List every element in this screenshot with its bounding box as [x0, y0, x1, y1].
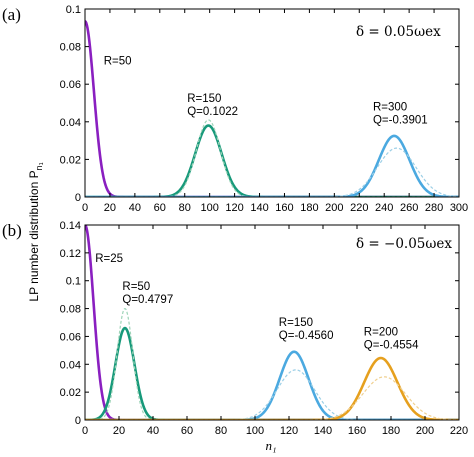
distribution-curve-1	[85, 326, 459, 420]
x-tick-label: 120	[280, 425, 298, 437]
y-tick-label: 0.04	[60, 359, 81, 371]
curve-annotation-line: R=300	[373, 102, 407, 114]
dashed-distribution-curve-4	[85, 369, 459, 420]
y-axis-label-text: LP number distribution P	[27, 170, 41, 301]
dashed-distribution-curve-2	[85, 307, 459, 420]
x-tick-label: 80	[179, 202, 191, 214]
x-tick-label: 180	[300, 202, 318, 214]
curve-annotation: R=150 Q=0.1022	[187, 93, 238, 118]
curve-annotation: R=200 Q=-0.4554	[364, 327, 419, 352]
distribution-curve-5	[85, 356, 459, 420]
x-tick-label: 160	[348, 425, 366, 437]
curve-annotation-line: R=50	[122, 281, 150, 293]
curve-annotation-line: Q=-0.4554	[364, 340, 419, 352]
x-tick-label: 200	[416, 425, 434, 437]
dashed-distribution-curve-4	[85, 147, 459, 197]
x-tick-label: 0	[82, 425, 88, 437]
x-tick-label: 140	[250, 202, 268, 214]
y-tick-label: 0.14	[60, 220, 81, 232]
x-tick-label: 240	[375, 202, 393, 214]
x-tick-label: 280	[425, 202, 443, 214]
curve-annotation-line: Q=-0.3901	[373, 115, 428, 127]
curve-annotation: R=50	[104, 55, 132, 67]
y-tick-label: 0.1	[66, 276, 81, 288]
curve-annotation-line: R=150	[187, 93, 221, 105]
x-tick-label: 100	[200, 202, 218, 214]
x-tick-label: 60	[154, 202, 166, 214]
x-tick-label: 60	[181, 425, 193, 437]
plot-frame	[84, 8, 460, 198]
y-tick-label: 0.1	[66, 4, 81, 16]
curve-annotation-line: Q=-0.4560	[279, 330, 334, 342]
y-tick-label: 0.12	[60, 248, 81, 260]
plot-frame	[84, 224, 460, 421]
y-tick-label: 0.02	[60, 387, 81, 399]
x-tick-label: 0	[82, 202, 88, 214]
y-tick-label: 0	[75, 192, 81, 204]
detuning-annotation: δ = 0.05ωex	[356, 24, 441, 40]
distribution-curve-1	[85, 124, 459, 197]
panel-label: (a)	[2, 5, 21, 24]
x-tick-label: 40	[147, 425, 159, 437]
y-tick-label: 0.04	[60, 117, 81, 129]
distribution-curve-0	[85, 225, 459, 420]
dashed-distribution-curve-2	[85, 119, 459, 197]
x-tick-label: 100	[246, 425, 264, 437]
curve-annotation: R=300 Q=-0.3901	[373, 102, 428, 127]
curve-annotation-line: R=200	[364, 327, 398, 339]
y-tick-label: 0.08	[60, 42, 81, 54]
x-tick-label: 200	[325, 202, 343, 214]
x-axis-label: n₁	[265, 438, 276, 453]
y-axis-label: LP number distribution Pn₁	[27, 162, 44, 301]
series-group	[85, 20, 459, 197]
y-tick-label: 0	[75, 415, 81, 427]
curve-annotation: R=150 Q=-0.4560	[279, 317, 334, 342]
curve-annotation: R=25	[95, 253, 123, 265]
detuning-annotation: δ = −0.05ωex	[356, 236, 452, 252]
x-tick-label: 260	[400, 202, 418, 214]
y-tick-label: 0.08	[60, 304, 81, 316]
y-tick-label: 0.06	[60, 331, 81, 343]
y-tick-label: 0.02	[60, 154, 81, 166]
x-tick-label: 220	[450, 425, 468, 437]
x-tick-label: 160	[275, 202, 293, 214]
panel-b: 0 20 40 60 80 100 120 140 160 180 200 220 0 0.02 0.04 0…	[2, 220, 468, 437]
x-tick-label: 20	[113, 425, 125, 437]
curve-annotation-line: R=25	[95, 253, 123, 265]
x-tick-label: 220	[350, 202, 368, 214]
y-axis-label-subscript: n₁	[34, 162, 44, 170]
series-group	[85, 225, 459, 420]
x-tick-label: 140	[314, 425, 332, 437]
panel-a: 0 20 40 60 80 100 120 140 160 180 200 220 240 260 280 3…	[2, 4, 468, 214]
distribution-curve-3	[85, 350, 459, 420]
curve-annotation-line: Q=0.1022	[187, 106, 238, 118]
x-tick-label: 180	[382, 425, 400, 437]
curve-annotation-line: R=50	[104, 55, 132, 67]
curve-annotation-line: R=150	[279, 317, 313, 329]
curve-annotation-line: Q=0.4797	[122, 294, 173, 306]
x-tick-label: 40	[129, 202, 141, 214]
x-tick-label: 300	[450, 202, 468, 214]
curve-annotation: R=50 Q=0.4797	[122, 281, 173, 306]
x-tick-label: 20	[104, 202, 116, 214]
distribution-curve-3	[85, 134, 459, 197]
x-tick-label: 120	[225, 202, 243, 214]
panel-label: (b)	[2, 221, 22, 240]
y-tick-label: 0.06	[60, 79, 81, 91]
x-tick-label: 80	[215, 425, 227, 437]
